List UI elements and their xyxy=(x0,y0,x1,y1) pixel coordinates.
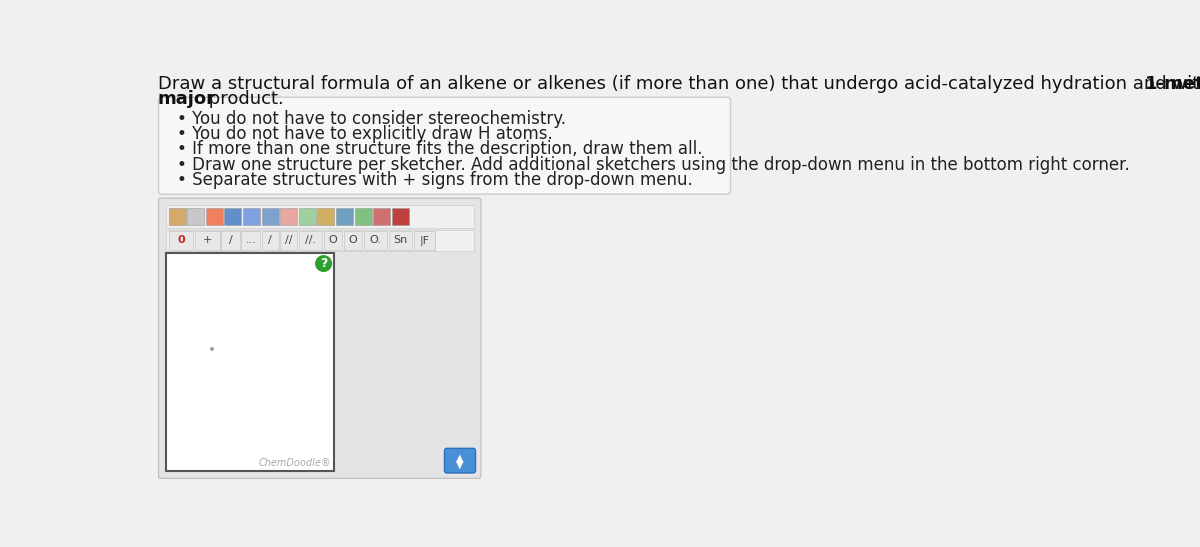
Bar xyxy=(299,208,316,225)
Text: O: O xyxy=(349,235,358,246)
Bar xyxy=(336,208,353,225)
Circle shape xyxy=(210,347,214,351)
Text: ChemDoodle®: ChemDoodle® xyxy=(259,458,331,468)
Bar xyxy=(389,231,412,249)
Bar xyxy=(221,231,240,249)
Bar xyxy=(166,205,474,228)
Bar xyxy=(224,208,241,225)
Bar xyxy=(168,208,186,225)
Text: ?: ? xyxy=(320,257,328,270)
Bar xyxy=(262,231,278,249)
Text: //.: //. xyxy=(305,235,316,246)
Bar xyxy=(317,208,335,225)
Text: major: major xyxy=(157,90,216,108)
Bar xyxy=(206,208,223,225)
Text: Sn: Sn xyxy=(394,235,408,246)
Bar xyxy=(343,231,362,249)
Bar xyxy=(166,230,474,251)
Text: ▲: ▲ xyxy=(456,452,463,463)
Bar xyxy=(166,253,335,472)
Text: O: O xyxy=(329,235,337,246)
Bar xyxy=(242,208,260,225)
Bar xyxy=(281,208,298,225)
Text: /: / xyxy=(269,235,272,246)
Bar xyxy=(373,208,390,225)
Text: O.: O. xyxy=(370,235,382,246)
Text: Draw a structural formula of an alkene or alkenes (if more than one) that underg: Draw a structural formula of an alkene o… xyxy=(157,75,1200,93)
Bar xyxy=(355,208,372,225)
Bar xyxy=(187,208,204,225)
FancyBboxPatch shape xyxy=(158,198,481,479)
Text: • You do not have to consider stereochemistry.: • You do not have to consider stereochem… xyxy=(178,109,566,127)
Bar xyxy=(262,208,278,225)
Bar xyxy=(168,231,193,249)
Text: +: + xyxy=(203,235,212,246)
Text: product.: product. xyxy=(203,90,283,108)
Text: //: // xyxy=(284,235,293,246)
Bar xyxy=(281,231,298,249)
Text: • You do not have to explicitly draw H atoms.: • You do not have to explicitly draw H a… xyxy=(178,125,553,143)
Text: ...: ... xyxy=(245,235,256,246)
Text: |F: |F xyxy=(419,235,430,246)
Bar xyxy=(241,231,260,249)
Circle shape xyxy=(316,255,332,272)
Text: • Draw one structure per sketcher. Add additional sketchers using the drop-down : • Draw one structure per sketcher. Add a… xyxy=(178,156,1130,174)
Text: 0: 0 xyxy=(178,235,185,246)
Bar xyxy=(324,231,342,249)
FancyBboxPatch shape xyxy=(444,449,475,473)
Bar xyxy=(414,231,436,249)
FancyBboxPatch shape xyxy=(158,97,731,194)
Text: 1-methylcyclohexanol: 1-methylcyclohexanol xyxy=(1145,75,1200,93)
Bar xyxy=(194,231,220,249)
Text: • If more than one structure fits the description, draw them all.: • If more than one structure fits the de… xyxy=(178,141,703,158)
Text: /: / xyxy=(229,235,233,246)
Bar xyxy=(299,231,322,249)
Text: ▼: ▼ xyxy=(456,459,463,469)
Bar xyxy=(364,231,388,249)
Text: • Separate structures with + signs from the drop-down menu.: • Separate structures with + signs from … xyxy=(178,171,692,189)
Bar xyxy=(391,208,409,225)
